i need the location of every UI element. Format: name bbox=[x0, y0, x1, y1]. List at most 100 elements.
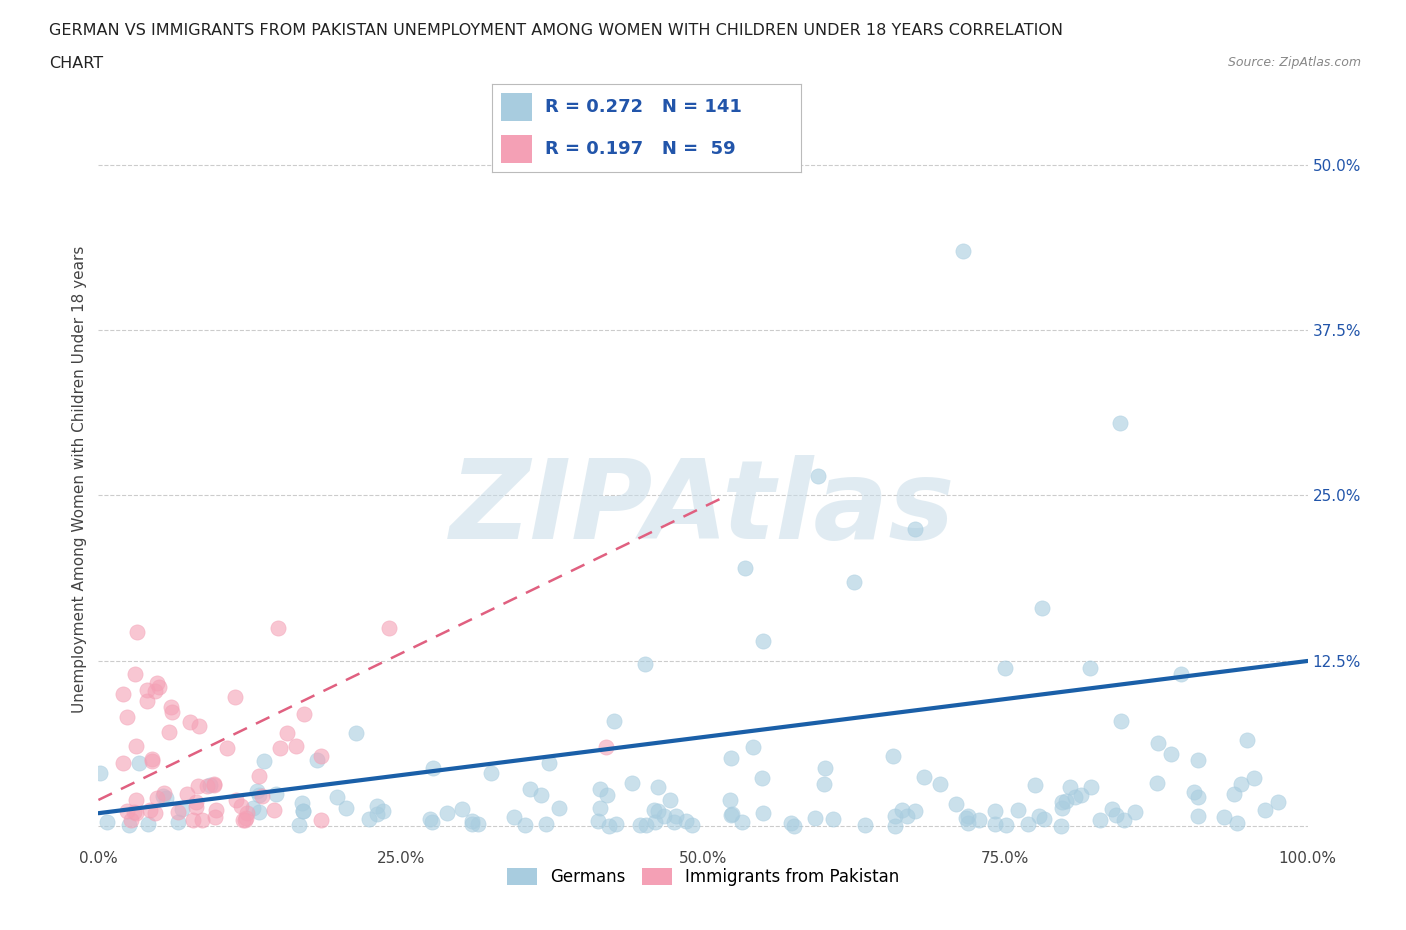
Point bbox=[242, 801, 264, 816]
Point bbox=[305, 752, 328, 767]
Point bbox=[139, 803, 162, 817]
Point bbox=[111, 686, 134, 701]
Point bbox=[1054, 793, 1077, 808]
Point bbox=[912, 770, 935, 785]
Point bbox=[359, 811, 381, 826]
Point bbox=[1187, 752, 1209, 767]
Point bbox=[548, 801, 571, 816]
Point bbox=[731, 815, 754, 830]
Point bbox=[233, 813, 256, 828]
Point bbox=[643, 802, 665, 817]
Point bbox=[779, 816, 801, 830]
Bar bbox=[502, 135, 533, 164]
Point bbox=[628, 817, 651, 832]
Point bbox=[263, 803, 285, 817]
Point bbox=[1230, 777, 1253, 791]
Point bbox=[267, 620, 290, 635]
Point bbox=[720, 807, 742, 822]
Point bbox=[326, 790, 349, 804]
Point bbox=[89, 766, 111, 781]
Point bbox=[1017, 817, 1039, 831]
Point bbox=[249, 788, 271, 803]
Text: R = 0.272   N = 141: R = 0.272 N = 141 bbox=[544, 98, 741, 115]
Point bbox=[634, 817, 657, 832]
Point bbox=[224, 689, 246, 704]
Point bbox=[502, 810, 524, 825]
Y-axis label: Unemployment Among Women with Children Under 18 years: Unemployment Among Women with Children U… bbox=[72, 246, 87, 712]
Point bbox=[1031, 601, 1053, 616]
Point bbox=[1033, 811, 1056, 826]
Point bbox=[135, 693, 157, 708]
Point bbox=[461, 817, 484, 831]
Point bbox=[269, 740, 291, 755]
Point bbox=[291, 795, 314, 810]
Point bbox=[117, 710, 139, 724]
Point bbox=[198, 777, 221, 792]
Point bbox=[371, 804, 394, 818]
Point bbox=[125, 806, 148, 821]
Point bbox=[204, 809, 226, 824]
Point bbox=[291, 804, 314, 818]
Point bbox=[1109, 416, 1132, 431]
Point bbox=[1123, 804, 1146, 819]
Point bbox=[143, 684, 166, 698]
Text: CHART: CHART bbox=[49, 56, 103, 71]
Point bbox=[681, 818, 703, 833]
Point bbox=[1187, 809, 1209, 824]
Point bbox=[184, 794, 207, 809]
Point bbox=[807, 468, 830, 483]
Point bbox=[176, 787, 198, 802]
Text: R = 0.197   N =  59: R = 0.197 N = 59 bbox=[544, 140, 735, 158]
Point bbox=[823, 812, 845, 827]
Point bbox=[957, 808, 980, 823]
Point bbox=[855, 817, 877, 832]
Point bbox=[112, 756, 135, 771]
Point bbox=[136, 682, 159, 697]
Point bbox=[1064, 789, 1087, 804]
Point bbox=[160, 700, 183, 715]
Point bbox=[1147, 736, 1170, 751]
Point bbox=[157, 725, 180, 740]
Point bbox=[1243, 771, 1265, 786]
Point bbox=[187, 778, 209, 793]
Point bbox=[595, 788, 617, 803]
Point bbox=[1024, 777, 1046, 792]
Point bbox=[891, 803, 914, 817]
Point bbox=[1160, 746, 1182, 761]
Point bbox=[141, 752, 163, 767]
Point bbox=[904, 521, 927, 536]
Point bbox=[752, 806, 775, 821]
Point bbox=[1213, 810, 1236, 825]
Point bbox=[994, 660, 1017, 675]
Text: ZIPAtlas: ZIPAtlas bbox=[450, 455, 956, 562]
Point bbox=[461, 814, 484, 829]
Point bbox=[647, 804, 669, 818]
Point bbox=[246, 783, 269, 798]
Point bbox=[148, 680, 170, 695]
Point bbox=[1146, 776, 1168, 790]
Point bbox=[515, 817, 537, 832]
Point bbox=[945, 797, 967, 812]
Point bbox=[519, 781, 541, 796]
Point bbox=[983, 804, 1005, 818]
Point bbox=[884, 808, 907, 823]
Point bbox=[884, 818, 907, 833]
Point bbox=[804, 811, 827, 826]
Point bbox=[621, 776, 644, 790]
Point bbox=[292, 804, 315, 818]
Point bbox=[266, 787, 288, 802]
Point bbox=[1236, 733, 1258, 748]
Point bbox=[120, 813, 142, 828]
Point bbox=[752, 633, 775, 648]
Point bbox=[598, 819, 620, 834]
Point bbox=[215, 740, 238, 755]
Point bbox=[896, 808, 918, 823]
Point bbox=[665, 808, 688, 823]
Point bbox=[1050, 795, 1073, 810]
Point bbox=[1059, 779, 1081, 794]
Point bbox=[1226, 816, 1249, 830]
Point bbox=[232, 813, 254, 828]
Point bbox=[124, 804, 146, 819]
Point bbox=[751, 770, 773, 785]
Point bbox=[96, 815, 118, 830]
